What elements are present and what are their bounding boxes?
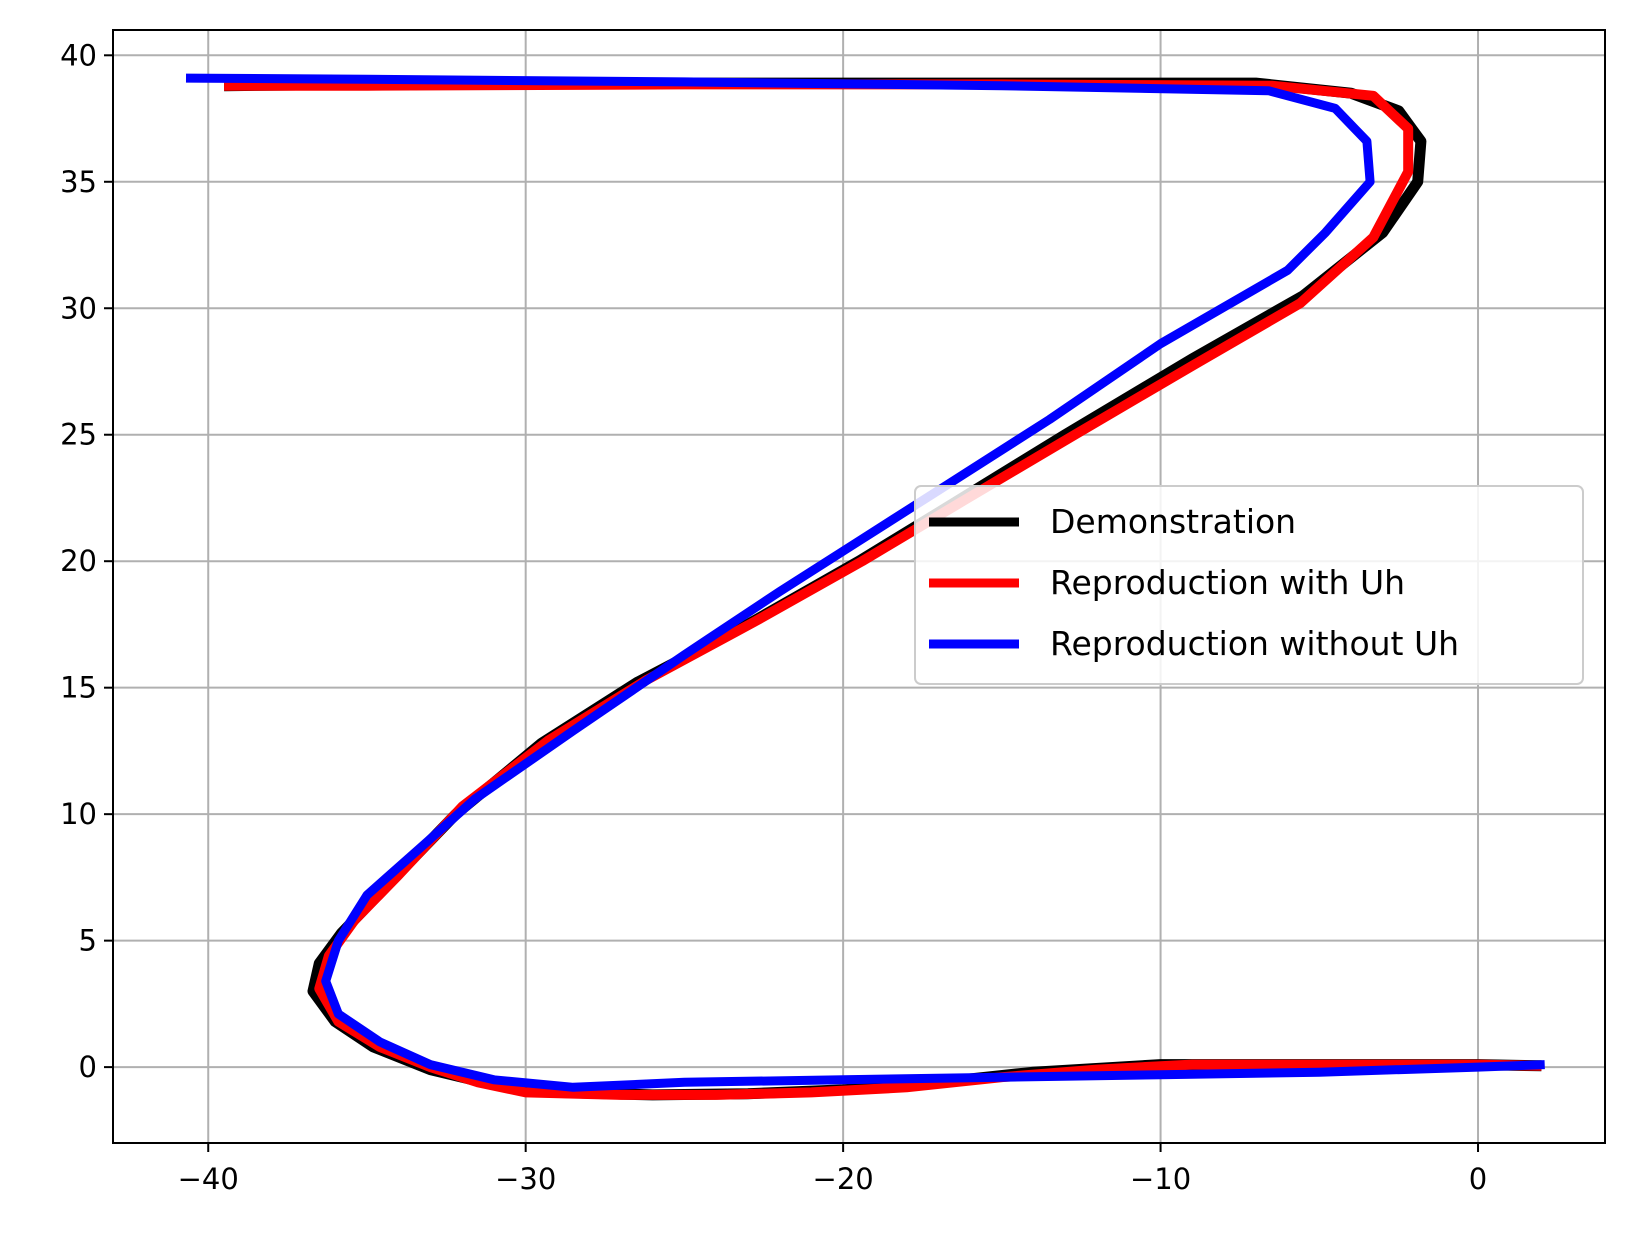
legend-label: Reproduction with Uh: [1050, 563, 1405, 602]
x-tick-label: −20: [813, 1162, 874, 1196]
y-tick-label: 10: [60, 797, 97, 831]
y-tick-label: 35: [60, 165, 97, 199]
axis-ticks: −40 −30 −20 −10 0 0 5 10 15 20 25 30 35 40: [60, 38, 1487, 1196]
x-tick-label: 0: [1469, 1162, 1487, 1196]
y-tick-label: 0: [79, 1050, 97, 1084]
y-tick-label: 30: [60, 291, 97, 325]
y-tick-label: 40: [60, 38, 97, 72]
plot-frame: [112, 29, 1606, 1144]
x-tick-label: −40: [178, 1162, 239, 1196]
legend: Demonstration Reproduction with Uh Reprodu…: [914, 485, 1584, 685]
legend-label: Demonstration: [1050, 502, 1296, 541]
x-tick-label: −30: [495, 1162, 556, 1196]
x-tick-label: −10: [1130, 1162, 1191, 1196]
grid-lines: [113, 30, 1605, 1143]
legend-label: Reproduction without Uh: [1050, 624, 1459, 663]
y-tick-label: 5: [79, 924, 97, 958]
series-lines: [185, 73, 1545, 1101]
y-tick-label: 15: [60, 671, 97, 705]
series-line-reproduction-without-uh: [185, 73, 1545, 1092]
legend-box: [914, 485, 1584, 685]
series-line-reproduction-with-uh: [224, 79, 1542, 1100]
y-tick-label: 20: [60, 544, 97, 578]
y-tick-label: 25: [60, 418, 97, 452]
